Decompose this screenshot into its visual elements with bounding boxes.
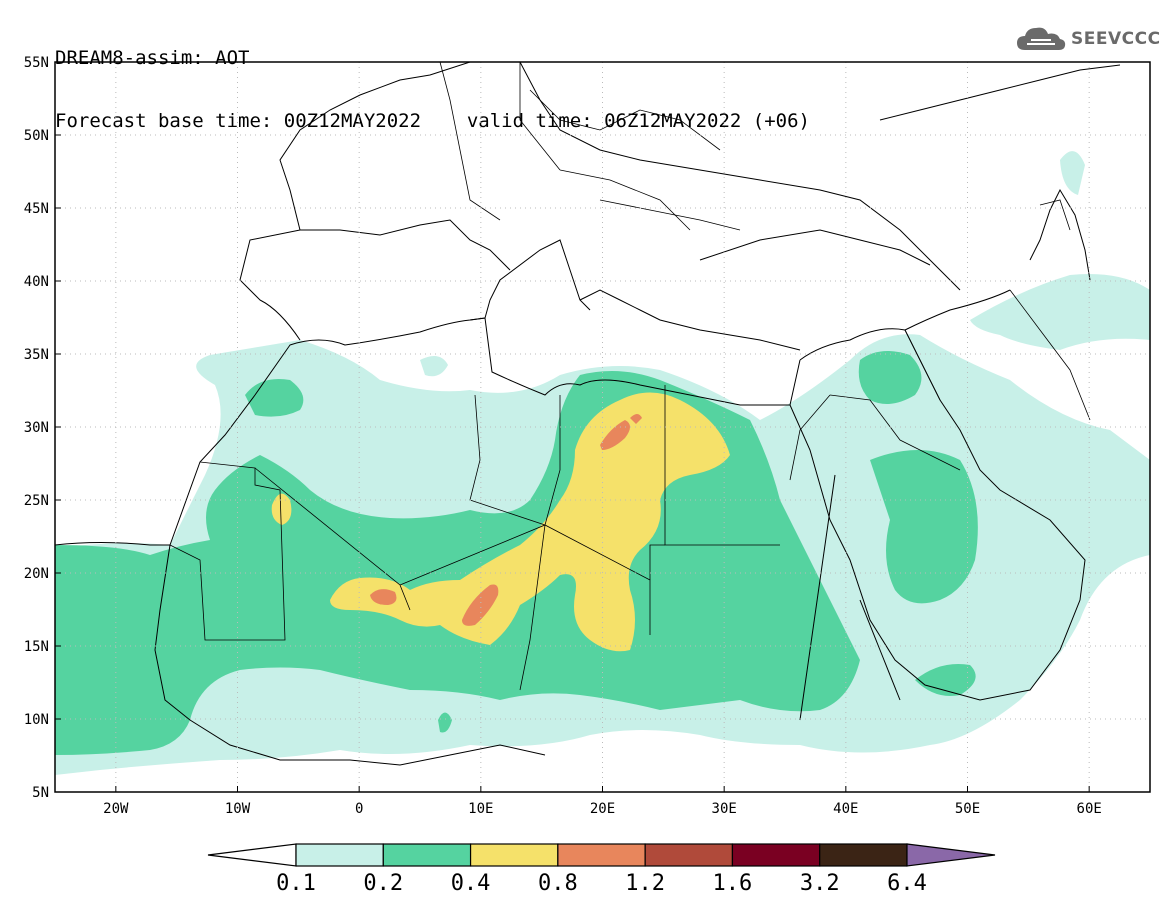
colorbar: 0.1 0.2 0.4 0.8 1.2 1.6 3.2 6.4 bbox=[207, 843, 996, 896]
lat-label: 20N bbox=[24, 566, 49, 582]
cloud-icon bbox=[1017, 27, 1066, 50]
colorbar-label: 6.4 bbox=[887, 871, 927, 896]
aot-region-orange bbox=[370, 414, 642, 626]
lon-label: 40E bbox=[833, 801, 858, 817]
lat-label: 10N bbox=[24, 712, 49, 728]
lon-label: 10W bbox=[225, 801, 251, 817]
lat-label: 30N bbox=[24, 420, 49, 436]
colorbar-label: 3.2 bbox=[800, 871, 840, 896]
lat-label: 5N bbox=[32, 785, 49, 801]
coastlines bbox=[55, 62, 1121, 766]
colorbar-label: 1.6 bbox=[713, 871, 753, 896]
colorbar-label: 0.4 bbox=[451, 871, 491, 896]
colorbar-box bbox=[731, 843, 821, 867]
lon-label: 0 bbox=[355, 801, 363, 817]
colorbar-low-triangle bbox=[207, 843, 297, 867]
map-title: DREAM8-assim: AOT bbox=[55, 47, 250, 69]
lon-label: 60E bbox=[1077, 801, 1102, 817]
logo-text: SEEVCCC bbox=[1071, 29, 1161, 49]
colorbar-box bbox=[644, 843, 734, 867]
aot-region-yellow bbox=[271, 392, 730, 652]
colorbar-high-triangle bbox=[906, 843, 996, 867]
colorbar-label: 0.1 bbox=[276, 871, 316, 896]
lat-label: 50N bbox=[24, 128, 49, 144]
colorbar-label: 1.2 bbox=[625, 871, 665, 896]
lon-label: 10E bbox=[468, 801, 493, 817]
map-grid bbox=[55, 62, 1150, 792]
colorbar-label: 0.2 bbox=[363, 871, 403, 896]
colorbar-label: 0.8 bbox=[538, 871, 578, 896]
lon-label: 20W bbox=[103, 801, 129, 817]
lat-label: 15N bbox=[24, 639, 49, 655]
seevccc-logo: SEEVCCC bbox=[1015, 22, 1161, 56]
lat-label: 45N bbox=[24, 201, 49, 217]
colorbar-box bbox=[557, 843, 646, 867]
longitude-labels: 20W 10W 0 10E 20E 30E 40E 50E 60E bbox=[103, 786, 1102, 817]
time-info: Forecast base time: 00Z12MAY2022 valid t… bbox=[55, 111, 810, 132]
colorbar-box bbox=[382, 843, 472, 867]
valid-time: valid time: 06Z12MAY2022 (+06) bbox=[466, 110, 810, 132]
lat-label: 40N bbox=[24, 274, 49, 290]
lat-label: 55N bbox=[24, 55, 49, 71]
lon-label: 20E bbox=[590, 801, 615, 817]
lat-label: 35N bbox=[24, 347, 49, 363]
latitude-labels: 55N 50N 45N 40N 35N 30N 25N 20N 15N 10N 5N bbox=[24, 55, 61, 801]
aot-field bbox=[55, 151, 1150, 775]
colorbar-box bbox=[295, 843, 384, 867]
colorbar-box bbox=[819, 843, 908, 867]
lon-label: 50E bbox=[955, 801, 980, 817]
base-time: Forecast base time: 00Z12MAY2022 bbox=[55, 110, 422, 132]
colorbar-box bbox=[469, 843, 559, 867]
lat-label: 25N bbox=[24, 493, 49, 509]
map-header: DREAM8-assim: AOT Forecast base time: 00… bbox=[55, 6, 810, 153]
lon-label: 30E bbox=[712, 801, 737, 817]
